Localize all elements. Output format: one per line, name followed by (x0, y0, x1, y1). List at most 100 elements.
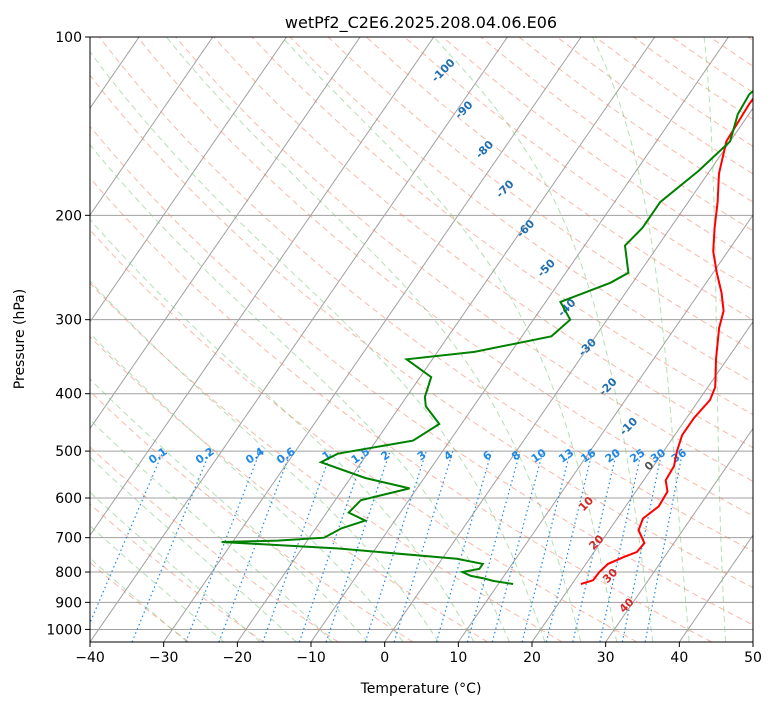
mixing-ratio-line (325, 450, 391, 642)
mixing-ratio-label: 0.4 (243, 445, 267, 467)
mixing-ratio-line (131, 450, 211, 642)
mixing-ratio-label: 2 (379, 448, 393, 463)
mixing-ratio-line (435, 450, 493, 642)
mixing-ratio-line (521, 450, 571, 642)
chart-title: wetPf2_C2E6.2025.208.04.06.E06 (285, 13, 557, 33)
mixing-ratio-line (491, 450, 544, 642)
plot-frame (89, 36, 754, 643)
y-tick-label: 800 (55, 565, 82, 581)
dry-adiabat-line (595, 37, 753, 147)
dewpoint-profile-line (221, 89, 753, 585)
x-tick-label: 40 (670, 650, 688, 666)
dry-adiabat-line (90, 125, 753, 626)
dry-adiabat-line (90, 390, 414, 642)
mixing-ratio-label: 6 (481, 448, 495, 463)
y-tick-label: 1000 (46, 622, 82, 638)
x-tick-label: −30 (149, 650, 179, 666)
moist-adiabat-line (90, 332, 404, 642)
mixing-ratio-line (599, 450, 642, 642)
dry-adiabat-line (480, 37, 753, 232)
mixing-ratio-line (185, 450, 261, 642)
moist-adiabat-label: -100 (429, 56, 458, 85)
x-tick-label: 30 (597, 650, 615, 666)
mixing-ratio-line (90, 450, 164, 625)
dry-adiabat-line (251, 37, 753, 416)
y-tick-label: 100 (55, 30, 82, 46)
isotherm-line (0, 37, 65, 642)
dry-adiabat-line (90, 503, 264, 642)
moist-adiabat-line (433, 37, 654, 642)
x-tick-label: 0 (380, 650, 389, 666)
y-tick-label: 400 (55, 387, 82, 403)
x-tick-label: −10 (296, 650, 326, 666)
isotherm-line (90, 37, 435, 537)
dry-adiabat-line (213, 37, 753, 449)
isotherm-line (457, 214, 753, 642)
isotherm-line (384, 107, 753, 642)
y-tick-label: 300 (55, 313, 82, 329)
isotherm-line (90, 37, 361, 430)
isotherm-line (752, 641, 753, 642)
dry-adiabat-line (90, 282, 563, 642)
isotherm-line (531, 320, 753, 642)
x-tick-label: −20 (223, 650, 253, 666)
isotherm-line (90, 37, 287, 323)
dry-adiabat-line (90, 446, 339, 642)
moist-adiabat-label: -20 (596, 375, 619, 398)
y-tick-label: 600 (55, 491, 82, 507)
mixing-ratio-line (621, 450, 663, 642)
moist-adiabat-line (166, 37, 582, 642)
moist-adiabat-line (90, 218, 475, 642)
mixing-ratio-line (393, 450, 454, 642)
moist-adiabat-line (90, 419, 333, 642)
dry-adiabat-line (98, 37, 753, 552)
mixing-ratio-label: 20 (603, 446, 623, 466)
dry-adiabat-line (90, 229, 638, 642)
theta-label: 10 (576, 494, 596, 514)
moist-adiabat-line (90, 557, 188, 642)
dry-adiabat-line (137, 37, 753, 517)
dry-adiabat-line (90, 177, 712, 642)
isotherm-line (605, 427, 753, 642)
dry-adiabat-line (633, 37, 753, 120)
mixing-ratio-label: 8 (509, 448, 523, 463)
mixing-ratio-line (644, 450, 684, 642)
theta-label: 40 (617, 595, 637, 615)
x-tick-label: −40 (75, 650, 105, 666)
y-axis-label: Pressure (hPa) (12, 289, 28, 389)
mixing-ratio-line (364, 450, 427, 642)
dry-adiabat-line (366, 37, 753, 321)
moist-adiabat-line (703, 37, 727, 642)
mixing-ratio-line (545, 450, 594, 642)
moist-adiabat-line (90, 491, 261, 642)
y-tick-label: 500 (55, 444, 82, 460)
mixing-ratio-line (572, 450, 618, 642)
dry-adiabat-line (175, 37, 753, 483)
dry-adiabat-line (90, 561, 190, 642)
moist-adiabat-label: -70 (493, 177, 516, 200)
isotherm-line (90, 37, 214, 216)
dry-adiabat-line (327, 37, 753, 352)
moist-adiabat-label: -60 (514, 217, 537, 240)
moist-adiabat-label: -50 (535, 256, 558, 279)
dry-adiabat-line (442, 37, 753, 261)
moist-adiabat-line (90, 51, 546, 642)
y-tick-label: 200 (55, 208, 82, 224)
x-axis-label: Temperature (°C) (360, 681, 482, 697)
mixing-ratio-label: 0.6 (274, 445, 298, 467)
x-tick-label: 50 (744, 650, 762, 666)
moist-adiabat-line (90, 525, 225, 642)
moist-adiabat-label: -90 (452, 98, 475, 121)
moist-adiabat-label: -80 (473, 138, 496, 161)
moist-adiabat-line (591, 37, 690, 642)
mixing-ratio-label: 4 (442, 448, 456, 463)
mixing-ratio-label: 13 (556, 446, 576, 465)
temperature-profile-line (580, 97, 753, 585)
dry-adiabat-line (90, 74, 753, 589)
mixing-ratio-label: 36 (669, 446, 689, 466)
isotherm-line (236, 37, 656, 642)
isotherm-line (90, 37, 508, 642)
isotherm-line (678, 534, 753, 642)
moist-adiabat-line (281, 37, 618, 642)
